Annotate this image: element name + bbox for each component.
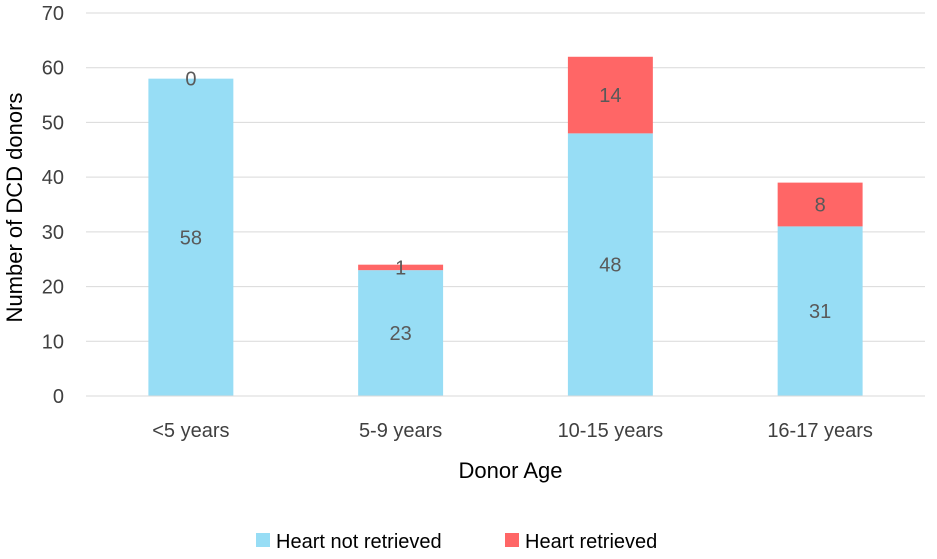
data-label: 0: [185, 69, 196, 91]
x-axis-title: Donor Age: [459, 458, 563, 483]
x-tick-label: 5-9 years: [359, 420, 442, 442]
bar-heart-retrieved: [358, 264, 444, 271]
data-label: 48: [599, 255, 621, 277]
bars: [148, 56, 863, 397]
data-label: 8: [815, 195, 826, 217]
data-label: 1: [395, 257, 406, 279]
x-tick-label: <5 years: [152, 420, 229, 442]
bar-heart-not-retrieved: [358, 270, 444, 396]
y-tick-label: 70: [42, 3, 64, 25]
data-label: 23: [390, 323, 412, 345]
y-tick-label: 0: [53, 386, 64, 408]
y-tick-label: 30: [42, 222, 64, 244]
data-labels: 58 0 23 1 48 14 31 8: [180, 69, 832, 345]
bar-heart-retrieved: [567, 56, 653, 134]
x-tick-label: 16-17 years: [767, 420, 873, 442]
bar-heart-not-retrieved: [777, 226, 863, 396]
x-tick-label: 10-15 years: [558, 420, 664, 442]
y-tick-label: 10: [42, 331, 64, 353]
y-tick-label: 50: [42, 112, 64, 134]
y-tick-label: 60: [42, 58, 64, 80]
data-label: 58: [180, 227, 202, 249]
y-axis-title: Number of DCD donors: [2, 93, 27, 323]
bar-heart-not-retrieved: [148, 78, 234, 397]
legend-swatch-heart-retrieved: [505, 533, 519, 547]
bar-heart-retrieved: [777, 182, 863, 227]
legend-swatch-heart-not-retrieved: [256, 533, 270, 547]
bar-heart-not-retrieved: [567, 133, 653, 396]
legend-label-heart-not-retrieved: Heart not retrieved: [276, 531, 442, 553]
legend-label-heart-retrieved: Heart retrieved: [525, 531, 657, 553]
legend: Heart not retrieved Heart retrieved: [256, 531, 657, 553]
y-tick-label: 40: [42, 167, 64, 189]
y-tick-label: 20: [42, 277, 64, 299]
data-label: 31: [809, 301, 831, 323]
data-label: 14: [599, 85, 621, 107]
